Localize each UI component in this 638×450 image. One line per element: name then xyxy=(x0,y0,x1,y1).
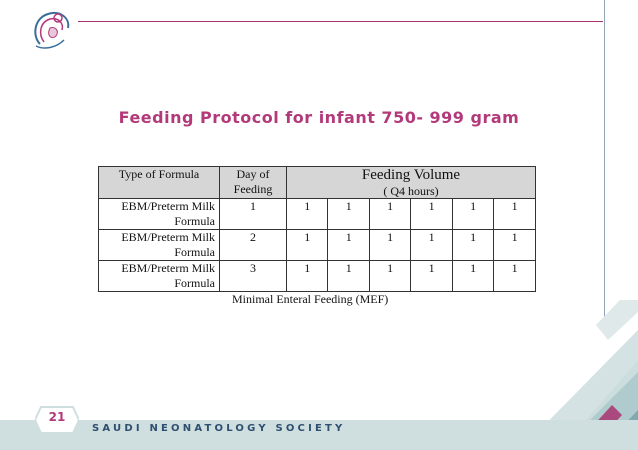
row-volume-cell: 1 xyxy=(493,198,536,230)
right-divider xyxy=(604,0,605,330)
footer-society-name: SAUDI NEONATOLOGY SOCIETY xyxy=(92,423,346,434)
table-row: EBM/Preterm Milk Formula 1 1 1 1 1 1 1 xyxy=(98,198,536,230)
page-number: 21 xyxy=(48,410,66,424)
header-feeding-volume: Feeding Volume ( Q4 hours) xyxy=(286,166,536,199)
row-volume-cell: 1 xyxy=(410,198,453,230)
page-badge-icon xyxy=(35,406,79,434)
footer-band xyxy=(0,420,638,450)
table-row: EBM/Preterm Milk Formula 2 1 1 1 1 1 1 xyxy=(98,229,536,261)
row-volume-cell: 1 xyxy=(451,198,495,230)
header-divider xyxy=(78,21,603,22)
society-logo-icon xyxy=(34,12,70,49)
row-volume-cell: 1 xyxy=(493,229,536,261)
row-volume-cell: 1 xyxy=(451,260,495,292)
row-volume-cell: 1 xyxy=(368,260,412,292)
table-caption: Minimal Enteral Feeding (MEF) xyxy=(232,292,389,306)
row-day: 2 xyxy=(219,229,287,261)
row-volume-cell: 1 xyxy=(493,260,536,292)
row-volume-cell: 1 xyxy=(368,198,412,230)
row-formula-type: EBM/Preterm Milk Formula xyxy=(98,260,220,292)
row-formula-type: EBM/Preterm Milk Formula xyxy=(98,229,220,261)
row-formula-type: EBM/Preterm Milk Formula xyxy=(98,198,220,230)
table-row: EBM/Preterm Milk Formula 3 1 1 1 1 1 1 xyxy=(98,260,536,292)
row-volume-cell: 1 xyxy=(327,198,370,230)
feeding-volume-title: Feeding Volume xyxy=(361,167,461,183)
row-volume-cell: 1 xyxy=(285,260,329,292)
slide-title: Feeding Protocol for infant 750- 999 gra… xyxy=(118,108,520,127)
row-volume-cell: 1 xyxy=(285,198,329,230)
feeding-volume-subtitle: ( Q4 hours) xyxy=(383,184,439,198)
row-volume-cell: 1 xyxy=(410,260,453,292)
header-day-of-feeding: Day of Feeding xyxy=(219,166,287,199)
row-volume-cell: 1 xyxy=(327,260,370,292)
feeding-protocol-table: Type of Formula Day of Feeding Feeding V… xyxy=(98,166,536,292)
